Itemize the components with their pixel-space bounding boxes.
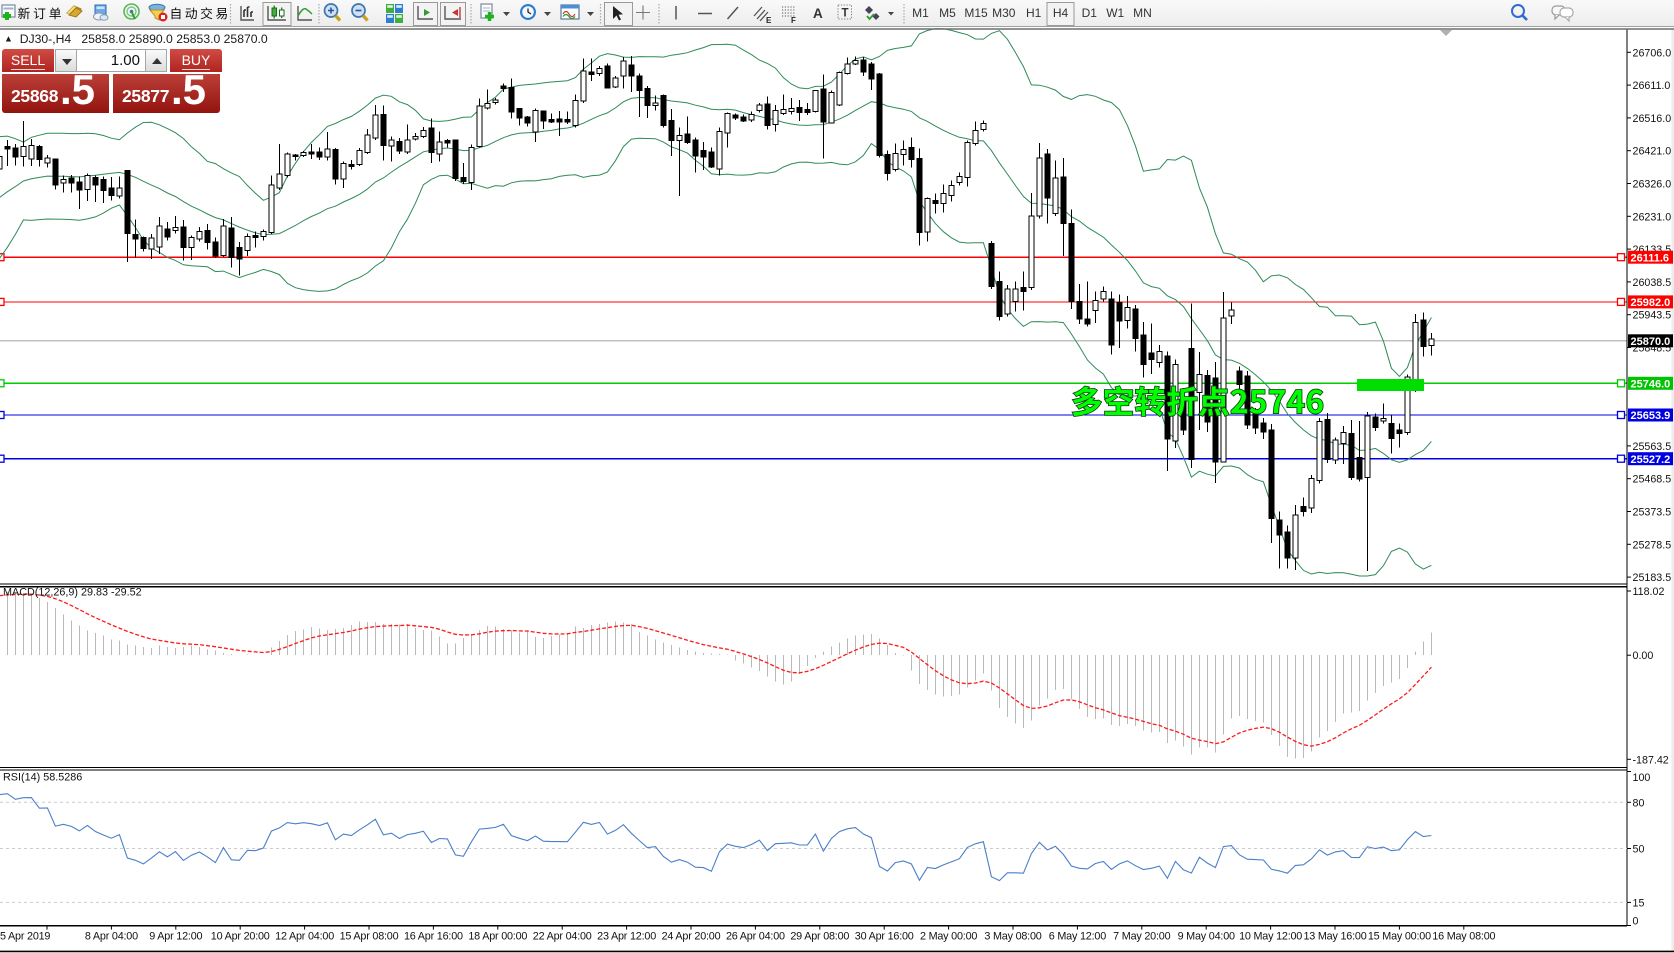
svg-text:26231.0: 26231.0: [1633, 211, 1672, 223]
svg-text:18 Apr 00:00: 18 Apr 00:00: [468, 931, 527, 943]
svg-text:100: 100: [1633, 772, 1651, 784]
svg-text:9 May 04:00: 9 May 04:00: [1178, 931, 1235, 943]
svg-text:30 Apr 16:00: 30 Apr 16:00: [855, 931, 914, 943]
svg-text:H1: H1: [1026, 6, 1042, 20]
svg-text:25183.5: 25183.5: [1633, 572, 1672, 584]
svg-text:25278.5: 25278.5: [1633, 539, 1672, 551]
svg-text:M15: M15: [964, 6, 988, 20]
svg-text:8 Apr 04:00: 8 Apr 04:00: [85, 931, 138, 943]
svg-text:50: 50: [1633, 844, 1645, 856]
svg-text:118.02: 118.02: [1633, 586, 1665, 598]
svg-text:RSI(14) 58.5286: RSI(14) 58.5286: [3, 772, 82, 784]
svg-text:25653.9: 25653.9: [1631, 410, 1671, 422]
svg-text:80: 80: [1633, 797, 1645, 809]
svg-text:16 Apr 16:00: 16 Apr 16:00: [404, 931, 463, 943]
svg-text:D1: D1: [1082, 6, 1098, 20]
svg-text:25373.5: 25373.5: [1633, 507, 1672, 519]
svg-text:A: A: [813, 6, 823, 21]
svg-text:26706.0: 26706.0: [1633, 47, 1672, 59]
svg-text:7 May 20:00: 7 May 20:00: [1113, 931, 1170, 943]
svg-text:25527.2: 25527.2: [1631, 454, 1671, 466]
svg-text:10 May 12:00: 10 May 12:00: [1239, 931, 1302, 943]
svg-text:M1: M1: [912, 6, 929, 20]
svg-text:10 Apr 20:00: 10 Apr 20:00: [211, 931, 270, 943]
svg-text:16 May 08:00: 16 May 08:00: [1432, 931, 1495, 943]
svg-text:24 Apr 20:00: 24 Apr 20:00: [662, 931, 721, 943]
svg-text:T: T: [842, 8, 849, 20]
svg-text:26611.0: 26611.0: [1633, 80, 1671, 92]
svg-text:22 Apr 04:00: 22 Apr 04:00: [533, 931, 592, 943]
svg-text:-187.42: -187.42: [1633, 754, 1669, 766]
svg-text:25943.5: 25943.5: [1633, 310, 1672, 322]
svg-text:26 Apr 04:00: 26 Apr 04:00: [726, 931, 785, 943]
svg-text:M30: M30: [992, 6, 1016, 20]
svg-text:H4: H4: [1053, 6, 1069, 20]
svg-text:12 Apr 04:00: 12 Apr 04:00: [275, 931, 334, 943]
svg-text:9 Apr 12:00: 9 Apr 12:00: [149, 931, 202, 943]
svg-text:E: E: [766, 16, 772, 25]
svg-text:MN: MN: [1133, 6, 1152, 20]
svg-text:6 May 12:00: 6 May 12:00: [1049, 931, 1106, 943]
svg-text:25982.0: 25982.0: [1631, 297, 1671, 309]
svg-text:25870.0: 25870.0: [1631, 336, 1671, 348]
svg-text:26421.0: 26421.0: [1633, 146, 1672, 158]
svg-text:2 May 00:00: 2 May 00:00: [920, 931, 977, 943]
svg-text:15 Apr 08:00: 15 Apr 08:00: [340, 931, 399, 943]
svg-text:13 May 16:00: 13 May 16:00: [1303, 931, 1366, 943]
svg-text:26111.6: 26111.6: [1631, 252, 1670, 264]
svg-text:26326.0: 26326.0: [1633, 179, 1672, 191]
svg-text:15 May 00:00: 15 May 00:00: [1368, 931, 1431, 943]
svg-text:29 Apr 08:00: 29 Apr 08:00: [790, 931, 849, 943]
svg-text:25468.5: 25468.5: [1633, 474, 1672, 486]
svg-text:5 Apr 2019: 5 Apr 2019: [0, 931, 50, 943]
svg-text:26516.0: 26516.0: [1633, 113, 1672, 125]
svg-text:15: 15: [1633, 897, 1645, 909]
svg-text:0: 0: [1633, 916, 1639, 928]
svg-text:25746.0: 25746.0: [1631, 379, 1671, 391]
svg-text:26038.5: 26038.5: [1633, 277, 1672, 289]
svg-text:23 Apr 12:00: 23 Apr 12:00: [597, 931, 656, 943]
svg-text:M5: M5: [939, 6, 956, 20]
svg-text:0.00: 0.00: [1633, 650, 1654, 662]
svg-text:F: F: [791, 16, 796, 25]
svg-text:3 May 08:00: 3 May 08:00: [984, 931, 1041, 943]
svg-text:W1: W1: [1106, 6, 1124, 20]
svg-text:MACD(12,26,9) 29.83 -29.52: MACD(12,26,9) 29.83 -29.52: [3, 587, 142, 599]
svg-text:25563.5: 25563.5: [1633, 441, 1672, 453]
